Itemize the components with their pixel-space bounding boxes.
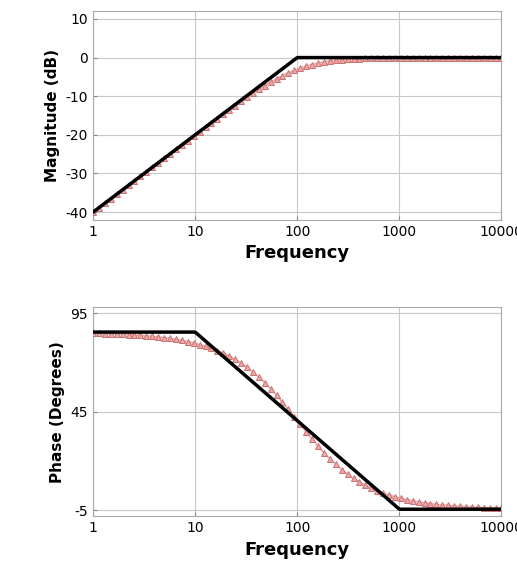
Y-axis label: Magnitude (dB): Magnitude (dB) — [45, 49, 60, 182]
X-axis label: Frequency: Frequency — [245, 541, 350, 559]
Y-axis label: Phase (Degrees): Phase (Degrees) — [50, 341, 65, 482]
X-axis label: Frequency: Frequency — [245, 244, 350, 263]
